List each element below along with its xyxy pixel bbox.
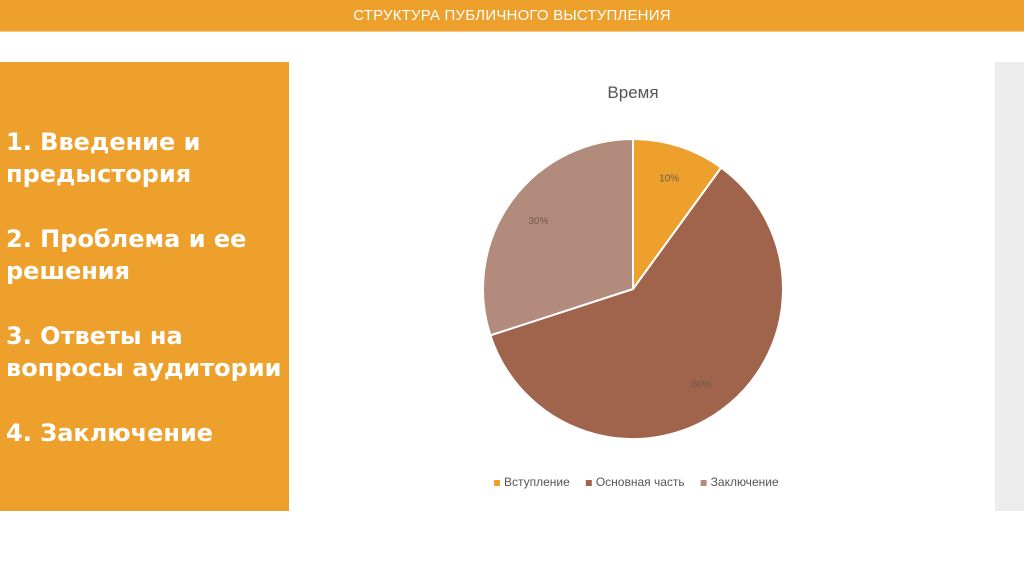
side-strip (995, 62, 1024, 511)
label-main: 60% (692, 380, 712, 391)
agenda-item-problem: 2. Проблема и ее решения (6, 225, 247, 285)
agenda-item-questions: 3. Ответы на вопросы аудитории (6, 322, 282, 382)
slide-header: СТРУКТУРА ПУБЛИЧНОГО ВЫСТУПЛЕНИЯ (0, 0, 1024, 31)
slice-main (489, 166, 784, 440)
agenda-item-intro: 1. Введение и предыстория (6, 128, 201, 188)
pie-chart: Время 10% 60% 30% Вступление Основная часть… (482, 83, 784, 489)
pie-slices (482, 137, 784, 440)
label-intro: 10% (659, 174, 679, 185)
slide-title: СТРУКТУРА ПУБЛИЧНОГО ВЫСТУПЛЕНИЯ (353, 7, 671, 24)
legend-item-intro-swatch (494, 480, 500, 486)
slice-intro (632, 137, 723, 293)
agenda-item-conclusion: 4. Заключение (6, 419, 214, 447)
chart-legend: Вступление Основная часть Заключение (494, 475, 779, 489)
chart-title: Время (607, 83, 658, 102)
agenda-panel: 1. Введение и предыстория 2. Проблема и … (0, 62, 289, 511)
agenda-list: 1. Введение и предыстория 2. Проблема и … (6, 126, 286, 482)
legend-item-conclusion: Заключение (711, 475, 779, 489)
legend-item-main: Основная часть (596, 475, 685, 489)
label-conclusion: 30% (528, 216, 548, 227)
legend-item-main-swatch (585, 480, 592, 486)
legend-item-intro: Вступление (504, 475, 570, 489)
header-divider (0, 31, 1024, 32)
slice-conclusion (482, 137, 634, 337)
legend-item-conclusion-swatch (700, 480, 707, 486)
chart-area: Время 10% 60% 30% Вступление Основная часть… (289, 62, 995, 511)
pie-data-labels: 10% 60% 30% (528, 174, 712, 391)
